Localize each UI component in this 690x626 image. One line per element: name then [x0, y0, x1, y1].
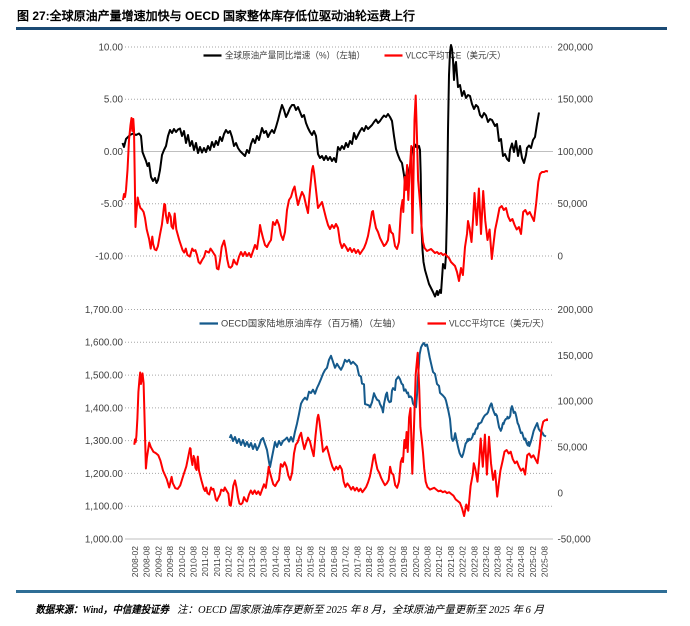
svg-text:1,000.00: 1,000.00 [85, 534, 124, 545]
svg-text:200,000: 200,000 [558, 42, 594, 53]
svg-text:2011-02: 2011-02 [200, 546, 210, 577]
svg-text:2008-02: 2008-02 [130, 546, 140, 577]
svg-text:2012-02: 2012-02 [224, 546, 234, 577]
svg-text:2025-08: 2025-08 [540, 546, 550, 577]
svg-text:2010-08: 2010-08 [189, 546, 199, 577]
svg-text:1,700.00: 1,700.00 [85, 305, 124, 316]
svg-text:数据来源：Wind，中信建投证券: 数据来源：Wind，中信建投证券 [36, 603, 171, 616]
svg-text:5.00: 5.00 [104, 95, 124, 106]
svg-text:2010-02: 2010-02 [177, 546, 187, 577]
svg-text:全球原油产量同比增速（%）（左轴）: 全球原油产量同比增速（%）（左轴） [225, 50, 365, 61]
svg-text:VLCC平均TCE（美元/天）: VLCC平均TCE（美元/天） [406, 50, 506, 61]
svg-text:150,000: 150,000 [558, 95, 594, 106]
svg-text:VLCC平均TCE（美元/天）: VLCC平均TCE（美元/天） [449, 318, 549, 329]
svg-text:2020-08: 2020-08 [423, 546, 433, 577]
svg-text:2014-08: 2014-08 [282, 546, 292, 577]
svg-text:注：OECD 国家原油库存更新至 2025 年 8 月，全球: 注：OECD 国家原油库存更新至 2025 年 8 月，全球原油产量更新至 20… [177, 604, 544, 616]
svg-text:2011-08: 2011-08 [212, 546, 222, 577]
svg-text:2022-02: 2022-02 [458, 546, 468, 577]
svg-text:2009-02: 2009-02 [153, 546, 163, 577]
svg-text:2018-08: 2018-08 [376, 546, 386, 577]
svg-text:2015-02: 2015-02 [294, 546, 304, 577]
svg-text:1,600.00: 1,600.00 [85, 338, 124, 349]
svg-text:2020-02: 2020-02 [411, 546, 421, 577]
svg-text:-10.00: -10.00 [95, 251, 123, 262]
svg-text:1,400.00: 1,400.00 [85, 403, 124, 414]
svg-text:2017-02: 2017-02 [341, 546, 351, 577]
svg-text:-5.00: -5.00 [101, 199, 124, 210]
svg-text:2013-08: 2013-08 [259, 546, 269, 577]
svg-text:2012-08: 2012-08 [235, 546, 245, 577]
svg-text:150,000: 150,000 [558, 351, 594, 362]
svg-text:100,000: 100,000 [558, 147, 594, 158]
svg-text:100,000: 100,000 [558, 397, 594, 408]
svg-text:2021-08: 2021-08 [446, 546, 456, 577]
svg-text:2014-02: 2014-02 [270, 546, 280, 577]
svg-text:2018-02: 2018-02 [364, 546, 374, 577]
svg-text:1,500.00: 1,500.00 [85, 371, 124, 382]
svg-text:1,200.00: 1,200.00 [85, 469, 124, 480]
svg-text:2021-02: 2021-02 [434, 546, 444, 577]
svg-text:OECD国家陆地原油库存（百万桶）（左轴）: OECD国家陆地原油库存（百万桶）（左轴） [221, 318, 401, 329]
svg-text:2025-02: 2025-02 [528, 546, 538, 577]
svg-text:0: 0 [558, 251, 564, 262]
svg-text:2009-08: 2009-08 [165, 546, 175, 577]
svg-text:2019-02: 2019-02 [387, 546, 397, 577]
svg-text:0: 0 [558, 489, 564, 500]
svg-text:50,000: 50,000 [558, 443, 589, 454]
svg-text:50,000: 50,000 [558, 199, 589, 210]
svg-text:1,100.00: 1,100.00 [85, 502, 124, 513]
svg-text:10.00: 10.00 [98, 42, 123, 53]
svg-text:2013-02: 2013-02 [247, 546, 257, 577]
svg-text:2015-08: 2015-08 [306, 546, 316, 577]
svg-text:2022-08: 2022-08 [469, 546, 479, 577]
svg-text:2008-08: 2008-08 [142, 546, 152, 577]
svg-text:2017-08: 2017-08 [352, 546, 362, 577]
svg-text:-50,000: -50,000 [558, 534, 592, 545]
svg-text:2016-02: 2016-02 [317, 546, 327, 577]
svg-text:2023-02: 2023-02 [481, 546, 491, 577]
svg-text:2019-08: 2019-08 [399, 546, 409, 577]
svg-text:2016-08: 2016-08 [329, 546, 339, 577]
svg-text:1,300.00: 1,300.00 [85, 436, 124, 447]
svg-text:0.00: 0.00 [104, 147, 124, 158]
svg-text:2023-08: 2023-08 [493, 546, 503, 577]
svg-text:200,000: 200,000 [558, 305, 594, 316]
svg-text:2024-08: 2024-08 [516, 546, 526, 577]
svg-text:2024-02: 2024-02 [504, 546, 514, 577]
